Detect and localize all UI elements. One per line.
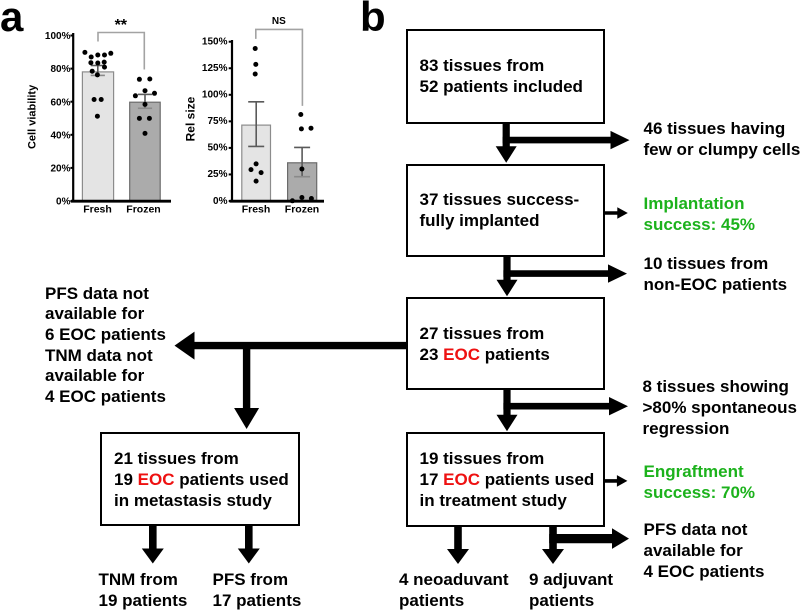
svg-text:Frozen: Frozen bbox=[285, 204, 319, 216]
svg-text:75%: 75% bbox=[207, 116, 227, 127]
svg-text:100%: 100% bbox=[202, 90, 228, 101]
svg-text:NS: NS bbox=[272, 16, 286, 27]
svg-text:25%: 25% bbox=[207, 169, 227, 180]
svg-text:150%: 150% bbox=[202, 37, 228, 48]
svg-text:Rel size: Rel size bbox=[184, 96, 198, 141]
svg-text:Fresh: Fresh bbox=[83, 204, 112, 216]
svg-text:0%: 0% bbox=[56, 197, 71, 208]
svg-text:100%: 100% bbox=[45, 31, 71, 42]
svg-text:0%: 0% bbox=[213, 196, 228, 207]
svg-text:Fresh: Fresh bbox=[242, 204, 271, 216]
svg-text:50%: 50% bbox=[207, 143, 227, 154]
svg-text:Cell viability: Cell viability bbox=[27, 84, 39, 149]
svg-text:40%: 40% bbox=[50, 130, 70, 141]
svg-text:20%: 20% bbox=[50, 164, 70, 175]
svg-text:125%: 125% bbox=[202, 63, 228, 74]
svg-text:80%: 80% bbox=[50, 64, 70, 75]
svg-text:60%: 60% bbox=[50, 97, 70, 108]
svg-text:**: ** bbox=[115, 17, 128, 34]
svg-text:Frozen: Frozen bbox=[126, 204, 160, 216]
